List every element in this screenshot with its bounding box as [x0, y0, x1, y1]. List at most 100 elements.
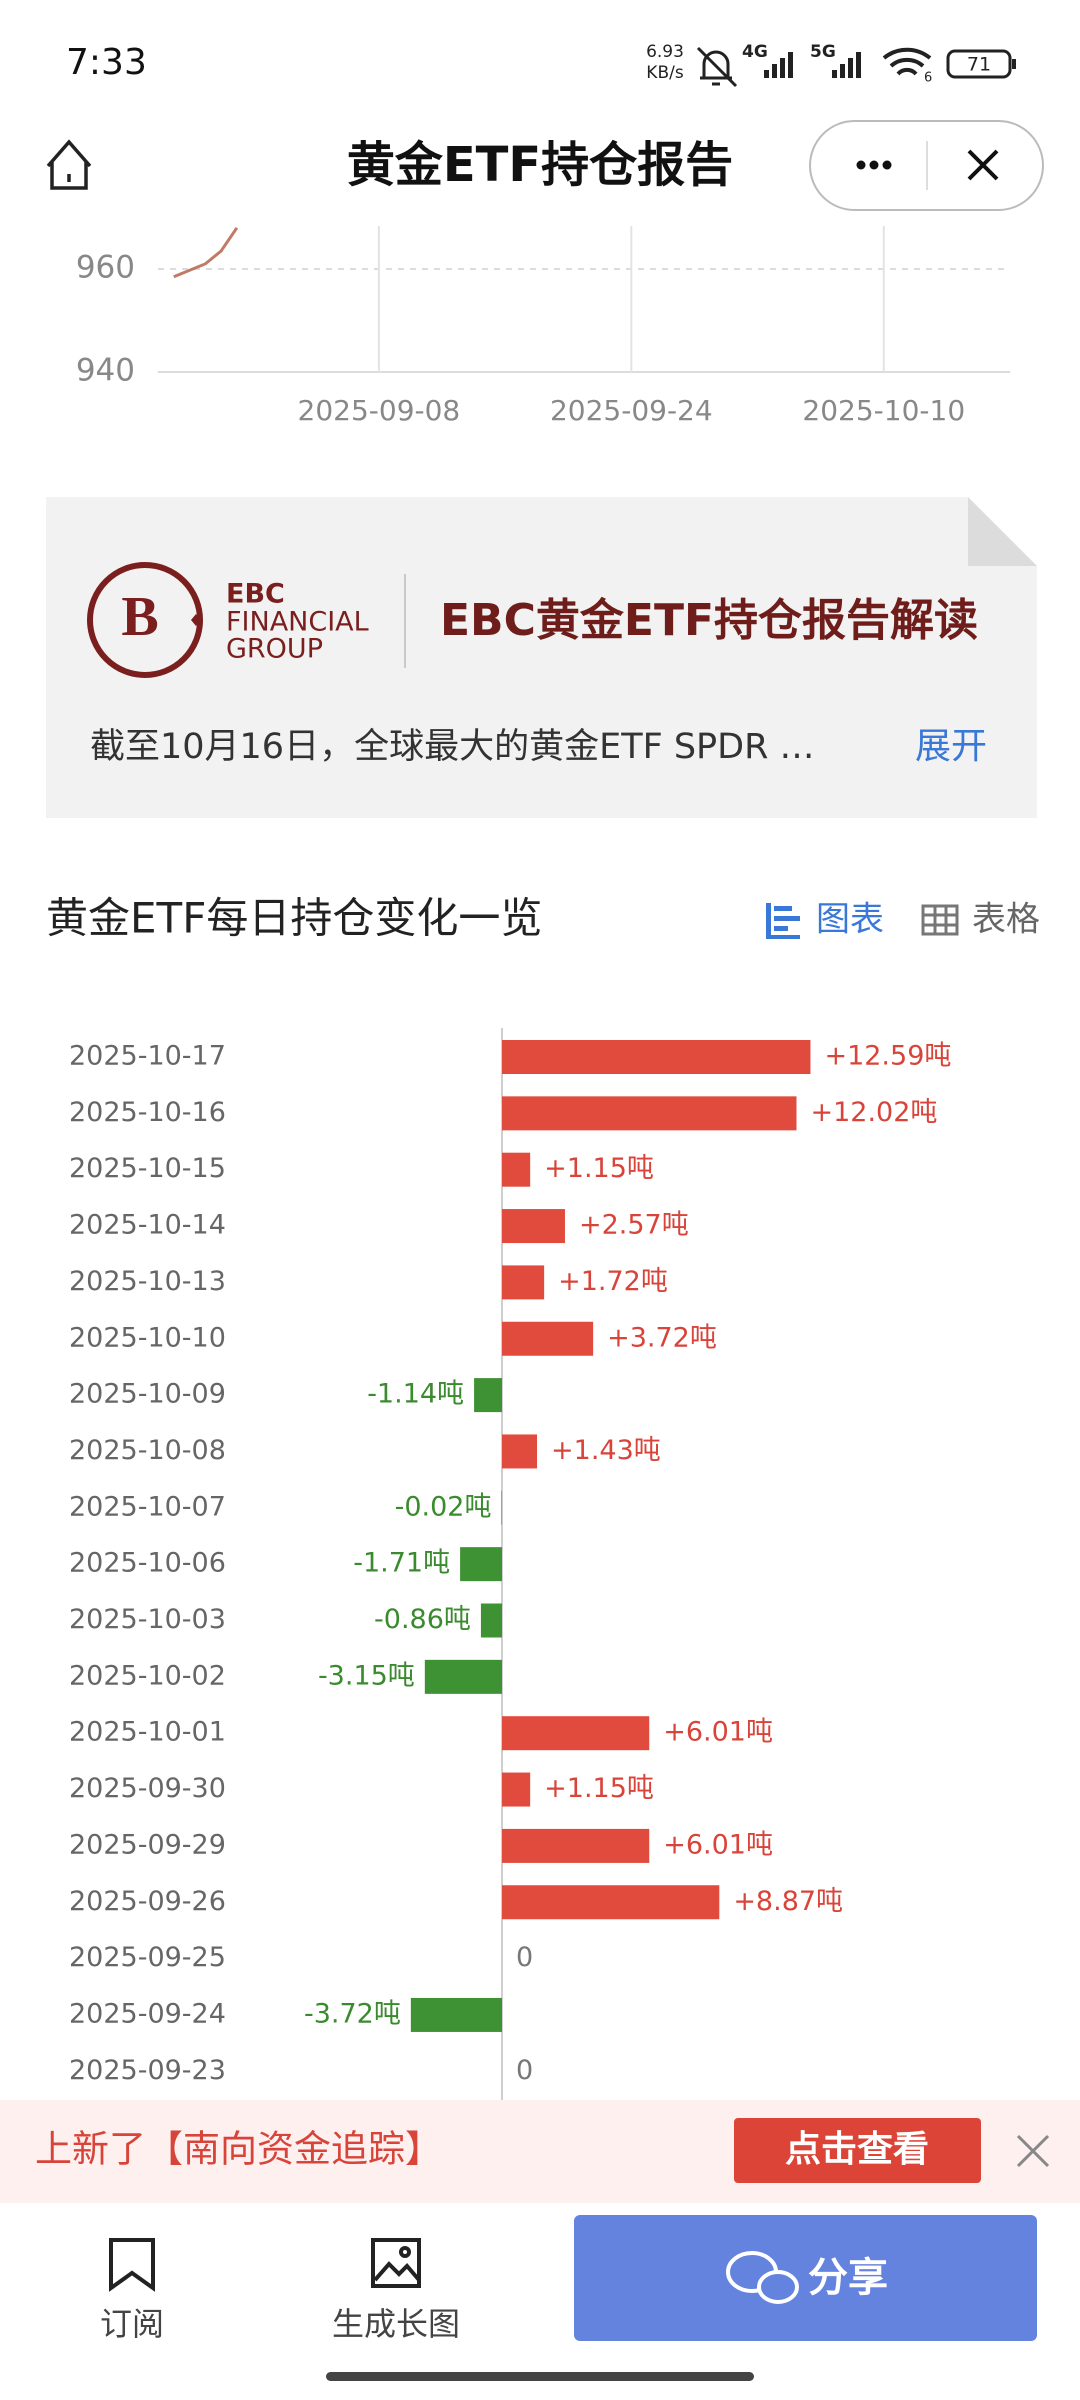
value-label: -0.02吨: [395, 1491, 492, 1522]
wechat-icon: [726, 2251, 799, 2304]
category-label: 2025-09-25: [69, 1942, 226, 1973]
value-label: 0: [516, 1942, 533, 1973]
category-label: 2025-09-29: [69, 1829, 226, 1860]
y-tick-label: 960: [76, 250, 135, 286]
category-label: 2025-10-14: [69, 1210, 226, 1241]
brand-text: GROUP: [226, 634, 323, 665]
category-label: 2025-09-26: [69, 1886, 226, 1917]
category-label: 2025-10-10: [69, 1322, 226, 1353]
value-label: -0.86吨: [374, 1604, 471, 1635]
value-label: -3.15吨: [318, 1660, 415, 1691]
value-label: +1.15吨: [544, 1153, 654, 1184]
bar: [502, 1096, 797, 1131]
category-label: 2025-10-01: [69, 1717, 226, 1748]
category-label: 2025-10-09: [69, 1379, 226, 1410]
value-label: +12.02吨: [810, 1097, 937, 1128]
value-label: +8.87吨: [733, 1886, 843, 1917]
value-label: -1.71吨: [353, 1548, 450, 1579]
share-label: 分享: [808, 2255, 888, 2301]
value-label: +2.57吨: [579, 1210, 689, 1241]
bar: [424, 1659, 502, 1694]
chart-tab-icon: [766, 903, 800, 939]
category-label: 2025-10-15: [69, 1153, 226, 1184]
bar: [502, 1152, 531, 1187]
category-label: 2025-10-08: [69, 1435, 226, 1466]
card: [46, 497, 1037, 818]
value-label: +6.01吨: [663, 1717, 773, 1748]
value-label: +1.72吨: [558, 1266, 668, 1297]
x-tick-label: 2025-09-24: [550, 394, 713, 427]
category-label: 2025-09-30: [69, 1773, 226, 1804]
bar: [480, 1603, 502, 1638]
value-label: +3.72吨: [607, 1322, 717, 1353]
expand-link[interactable]: 展开: [915, 726, 987, 767]
battery: [946, 49, 1012, 79]
category-label: 2025-10-17: [69, 1041, 226, 1072]
long-image-label[interactable]: 生成长图: [332, 2305, 460, 2343]
status-time: 7:33: [66, 42, 147, 83]
category-label: 2025-09-24: [69, 1998, 226, 2029]
share-button[interactable]: [574, 2215, 1037, 2341]
category-label: 2025-10-13: [69, 1266, 226, 1297]
banner-text: 上新了【南向资金追踪】: [35, 2128, 442, 2171]
signal-bars: [832, 52, 861, 78]
x-tick-label: 2025-09-08: [298, 394, 461, 427]
close-button[interactable]: [967, 149, 999, 181]
wifi-icon: [882, 47, 932, 76]
line-series: [173, 226, 239, 279]
chart-tab[interactable]: 图表: [816, 900, 884, 940]
net-unit: KB/s: [646, 63, 684, 83]
section-title: 黄金ETF每日持仓变化一览: [46, 894, 542, 943]
home-indicator: [326, 2372, 754, 2381]
value-label: +1.15吨: [544, 1773, 654, 1804]
value-label: +6.01吨: [663, 1829, 773, 1860]
signal-bars: [764, 52, 793, 78]
card-fold: [968, 497, 1037, 566]
value-label: +1.43吨: [551, 1435, 661, 1466]
battery-tip: [1012, 59, 1016, 69]
home-button[interactable]: [46, 139, 92, 190]
bar: [502, 1321, 594, 1356]
svg-text:B: B: [121, 586, 158, 648]
category-label: 2025-10-16: [69, 1097, 226, 1128]
category-label: 2025-10-06: [69, 1548, 226, 1579]
wifi-badge: 6: [924, 71, 932, 86]
brand-text: FINANCIAL: [226, 607, 369, 638]
category-label: 2025-10-02: [69, 1660, 226, 1691]
table-tab[interactable]: 表格: [972, 900, 1040, 940]
bar-chart: 2025-10-17 +12.59吨 2025-10-16 +12.02吨 2025-1…: [69, 1040, 951, 2086]
banner-close[interactable]: [1016, 2134, 1050, 2168]
line-chart: [158, 226, 1010, 373]
signal-label: 5G: [810, 42, 836, 62]
subscribe-icon[interactable]: [109, 2238, 155, 2292]
bar: [502, 1040, 811, 1074]
bar: [502, 1434, 538, 1469]
page-title: 黄金ETF持仓报告: [347, 137, 733, 193]
subscribe-label[interactable]: 订阅: [100, 2305, 164, 2343]
brand-text: EBC: [226, 579, 285, 610]
value-label: +12.59吨: [824, 1041, 951, 1072]
table-tab-icon: [921, 904, 959, 936]
long-image-icon[interactable]: [371, 2238, 421, 2288]
category-label: 2025-09-23: [69, 2055, 226, 2086]
mute-icon: [696, 46, 738, 88]
bar: [410, 1997, 502, 2032]
ebc-logo: B: [87, 562, 203, 678]
y-tick-label: 940: [76, 353, 135, 389]
card-summary: 截至10月16日，全球最大的黄金ETF SPDR …: [90, 727, 815, 767]
x-tick-label: 2025-10-10: [802, 394, 965, 427]
card-title: EBC黄金ETF持仓报告解读: [440, 595, 978, 646]
bar: [502, 1828, 650, 1863]
bar: [502, 1716, 650, 1751]
bar: [502, 1885, 720, 1920]
signal-label: 4G: [742, 42, 768, 62]
value-label: -1.14吨: [367, 1379, 464, 1410]
value-label: 0: [516, 2055, 533, 2086]
bar: [474, 1378, 502, 1413]
banner-button[interactable]: [734, 2118, 981, 2183]
bar: [502, 1772, 531, 1807]
banner-button-label: 点击查看: [785, 2129, 929, 2170]
more-button[interactable]: [856, 160, 892, 170]
